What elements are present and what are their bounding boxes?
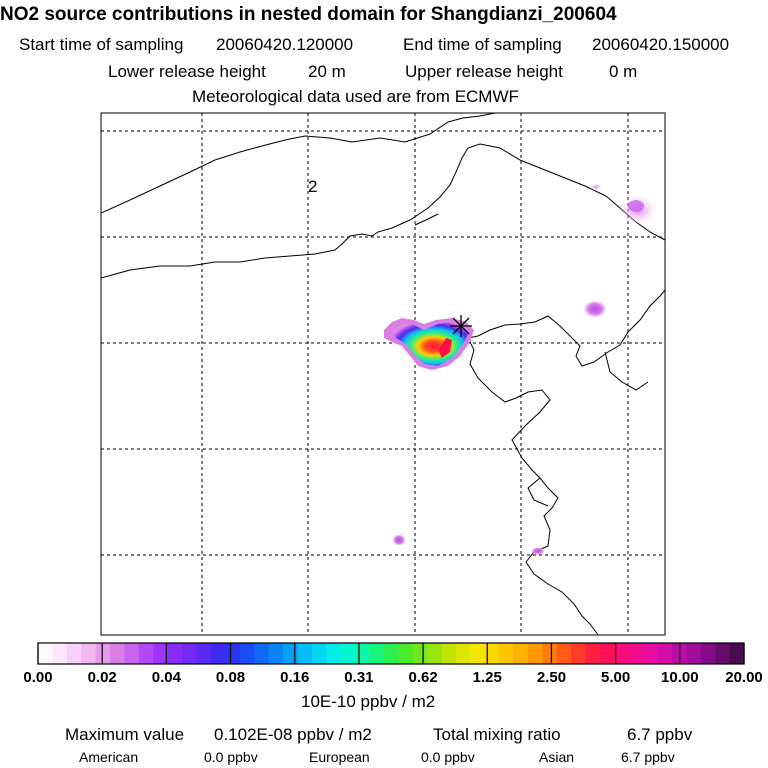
european-label: European xyxy=(309,749,370,765)
upper-release-label: Upper release height xyxy=(405,62,563,81)
end-time-value: 20060420.150000 xyxy=(592,35,730,54)
patch-far-northeast-core xyxy=(628,200,644,212)
legend-tick-label: 2.50 xyxy=(536,669,567,686)
max-value-label: Maximum value xyxy=(65,725,185,744)
legend-tick-label: 0.02 xyxy=(87,669,117,686)
legend-tick-label: 0.16 xyxy=(280,669,310,686)
coast-peninsula xyxy=(604,351,649,391)
border-north xyxy=(101,113,496,214)
legend-tick-label: 0.08 xyxy=(215,669,246,686)
coast-bohai xyxy=(101,143,665,279)
map-title: NO2 source contributions in nested domai… xyxy=(0,4,617,25)
coast-bay-south xyxy=(527,477,549,507)
patch-northeast xyxy=(583,300,607,318)
legend-tick-label: 0.62 xyxy=(408,669,438,686)
legend-tick-label: 20.00 xyxy=(725,669,763,686)
patch-southeast xyxy=(531,547,545,555)
european-value: 0.0 ppbv xyxy=(421,749,475,765)
total-mixing-label: Total mixing ratio xyxy=(433,725,561,744)
legend-tick-label: 5.00 xyxy=(601,669,631,686)
asian-value: 6.7 ppbv xyxy=(621,749,675,765)
plume-inner xyxy=(392,322,468,366)
start-time-value: 20060420.120000 xyxy=(216,35,354,54)
legend-tick-label: 0.00 xyxy=(23,669,53,686)
lower-release-label: Lower release height xyxy=(108,62,266,81)
american-value: 0.0 ppbv xyxy=(204,749,258,765)
site-star-marker xyxy=(450,315,472,337)
legend-tick-label: 10.00 xyxy=(661,669,699,686)
coast-gulf xyxy=(414,213,439,226)
end-time-label: End time of sampling xyxy=(403,35,562,54)
concentration-plume xyxy=(384,318,474,370)
coast-south xyxy=(467,289,665,367)
start-time-label: Start time of sampling xyxy=(19,35,184,54)
lower-release-value: 20 m xyxy=(308,62,346,81)
contour-label: 2 xyxy=(308,177,317,196)
asian-label: Asian xyxy=(539,749,575,765)
patch-south xyxy=(392,534,406,546)
legend-tick-label: 0.04 xyxy=(151,669,181,686)
total-mixing-value: 6.7 ppbv xyxy=(627,725,693,744)
map-frame xyxy=(100,112,666,636)
coast-east xyxy=(467,337,599,635)
patch-faint xyxy=(590,183,602,191)
upper-release-value: 0 m xyxy=(609,62,638,81)
legend-tick-label: 0.31 xyxy=(344,669,374,686)
coastlines xyxy=(101,113,665,635)
legend-unit: 10E-10 ppbv / m2 xyxy=(301,692,436,711)
max-value: 0.102E-08 ppbv / m2 xyxy=(214,725,372,744)
plume-core xyxy=(438,338,452,358)
american-label: American xyxy=(79,749,139,765)
meteorology-source: Meteorological data used are from ECMWF xyxy=(192,87,519,106)
graticule xyxy=(101,113,665,635)
legend-tick-label: 1.25 xyxy=(472,669,502,686)
